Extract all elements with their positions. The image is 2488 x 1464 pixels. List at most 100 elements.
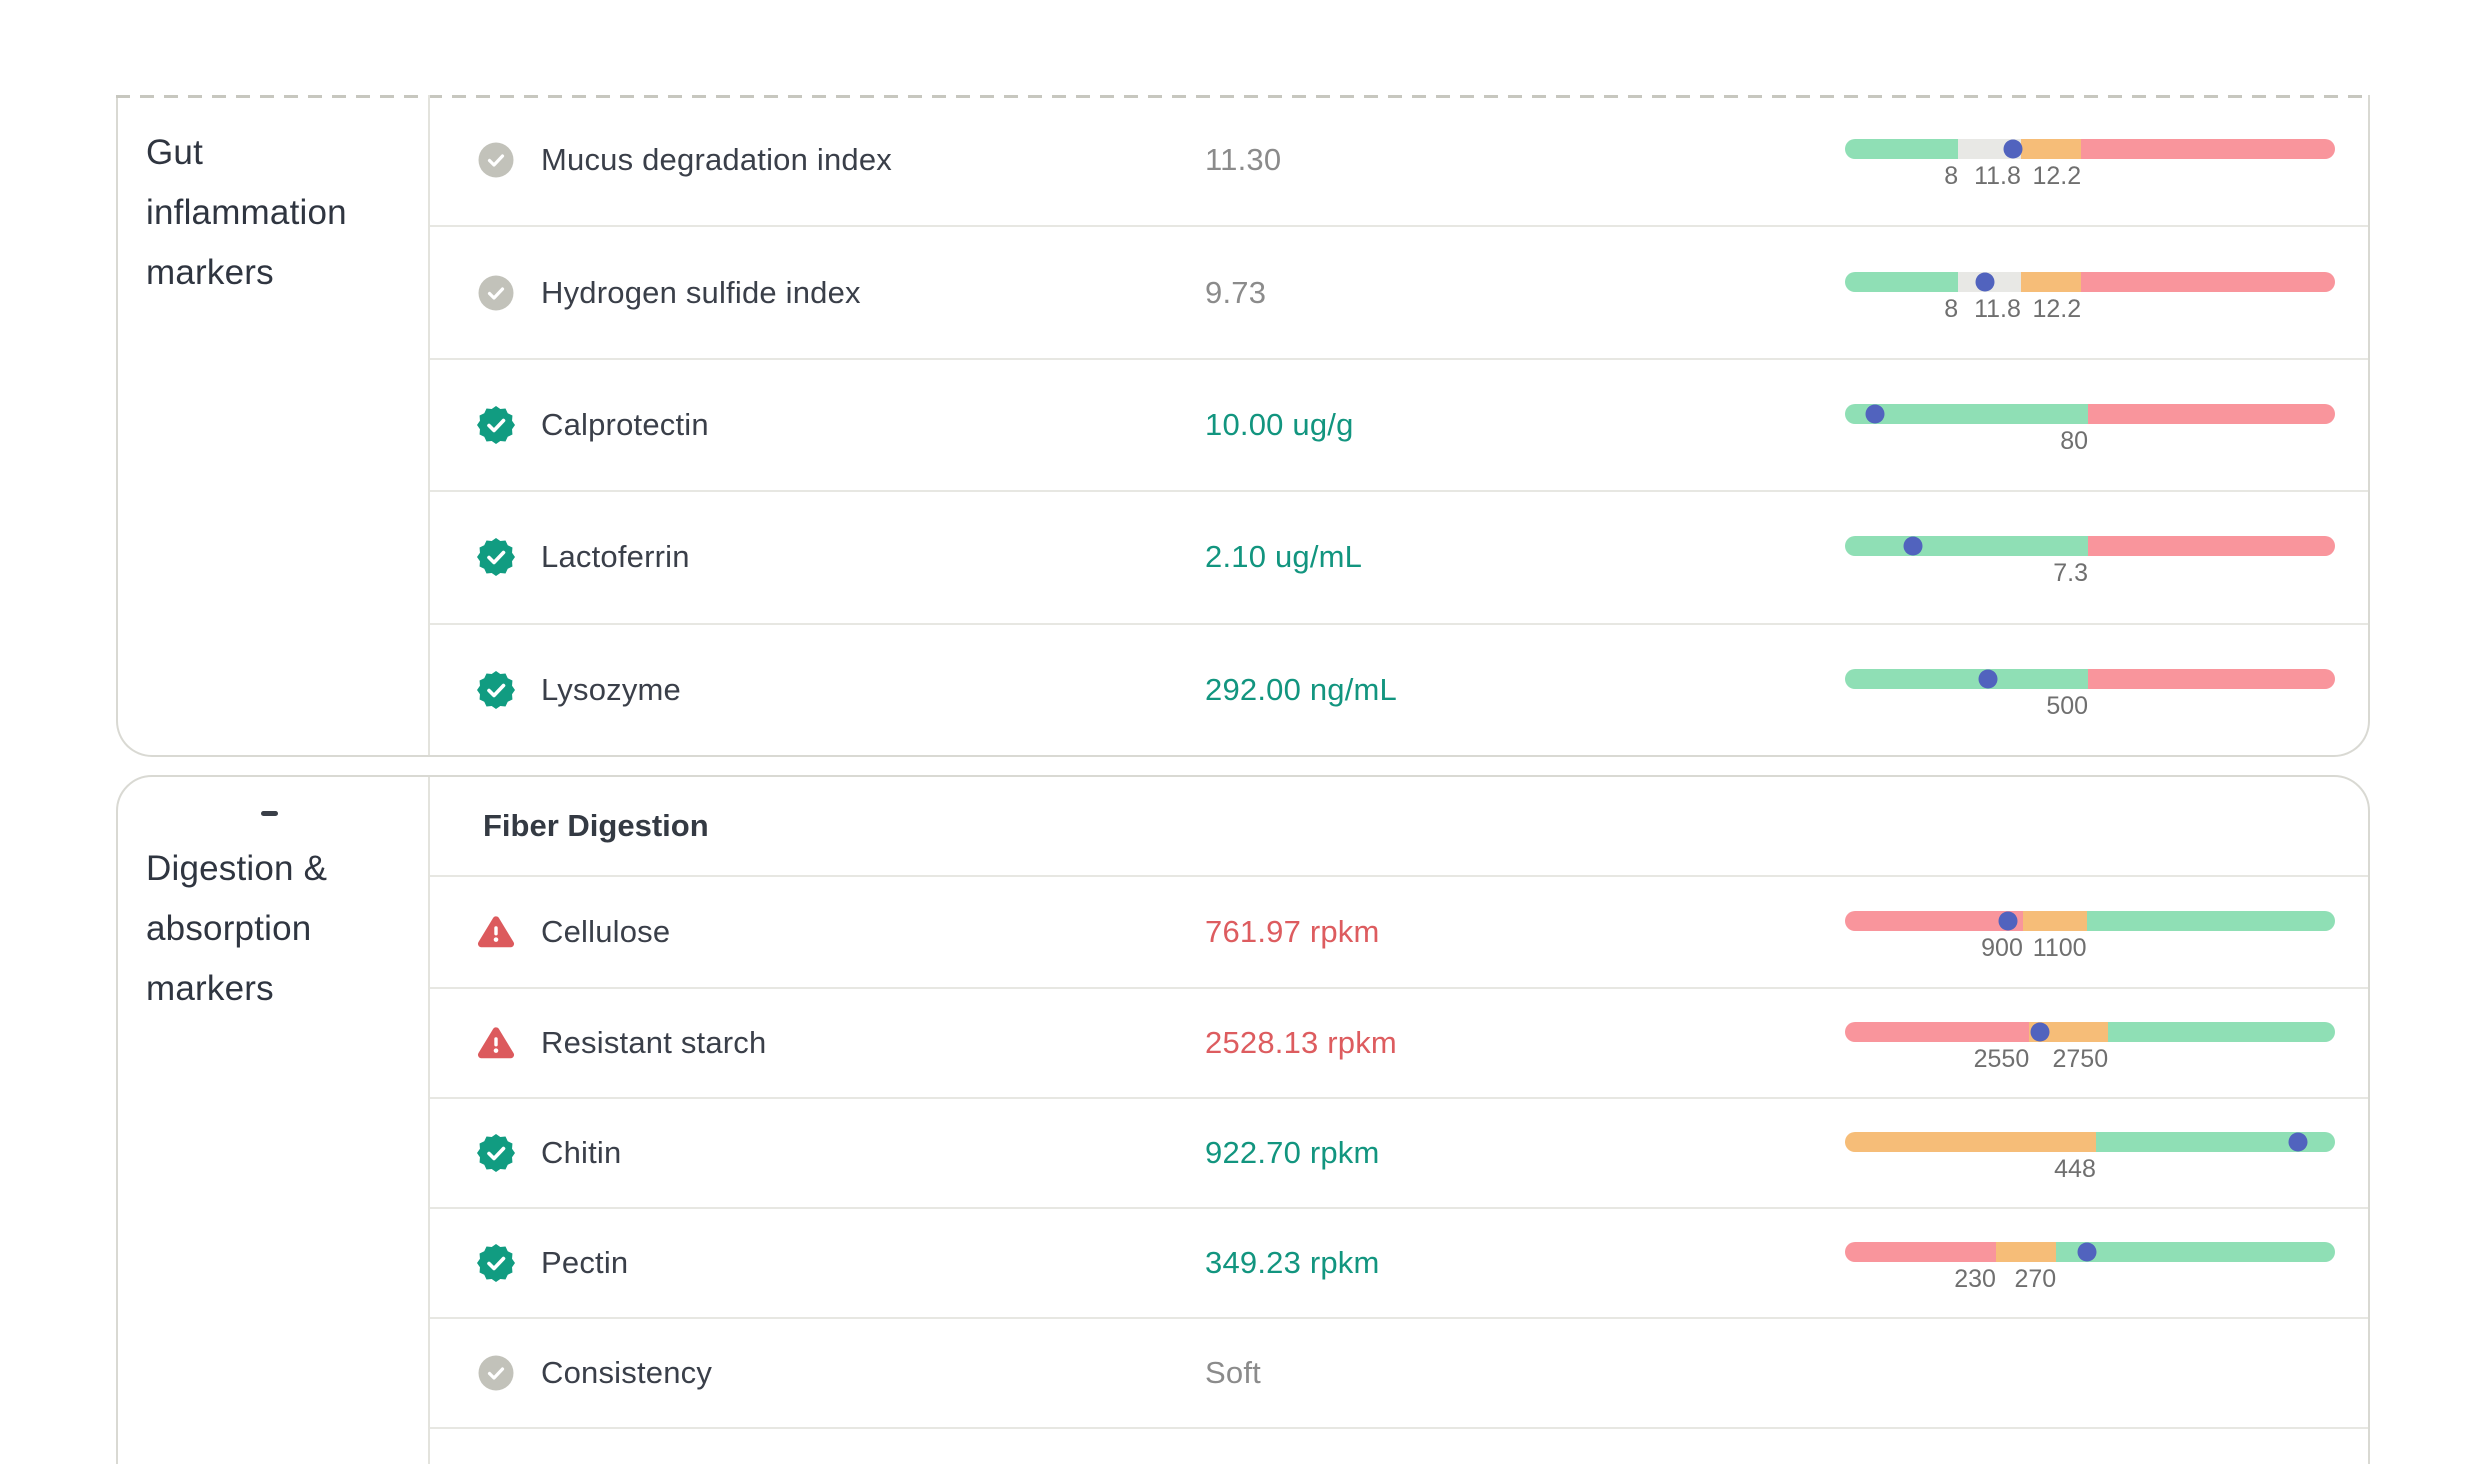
check-circle-icon [477,141,515,179]
range-tick-label: 12.2 [2032,162,2082,191]
range-segment [2081,271,2335,292]
range-segment [1845,1132,2096,1152]
marker-row[interactable]: Lysozyme 292.00 ng/mL 500 [430,622,2368,755]
reference-range-bar: 900 1100 [1845,911,2335,962]
marker-value: 11.30 [1205,142,1282,178]
marker-value: 922.70 rpkm [1205,1135,1380,1170]
marker-value: 10.00 ug/g [1205,407,1354,443]
result-dot [2030,1022,2050,1042]
marker-label: Mucus degradation index [541,142,892,178]
range-tick-label: 8 [1944,162,1959,191]
marker-row[interactable]: Consistency Soft [430,1317,2368,1427]
range-segment [1845,911,2023,931]
range-segment [2029,1022,2109,1042]
result-dot [2288,1132,2308,1152]
seal-check-icon [477,1244,515,1282]
range-tick-label: 1100 [2032,934,2087,962]
range-segment [2095,1132,2335,1152]
marker-row[interactable]: Chitin 922.70 rpkm 448 [430,1097,2368,1207]
range-tick-label: 500 [2046,691,2089,720]
range-tick-label: 11.8 [1974,294,2021,323]
range-tick-label: 900 [1981,934,2023,962]
result-dot [2003,139,2023,159]
range-segment [1845,536,2089,557]
result-dot [1998,911,2018,931]
result-dot [1975,272,1995,292]
range-tick-label: 230 [1954,1265,1996,1293]
reference-range-bar: 7.3 [1845,536,2335,587]
marker-value: 292.00 ng/mL [1205,671,1397,707]
check-circle-icon [477,274,515,312]
reference-range-bar: 230 270 [1845,1242,2335,1293]
marker-label: Resistant starch [541,1025,767,1060]
range-segment [1845,1022,2030,1042]
range-tick-label: 8 [1944,294,1959,323]
marker-label: Lysozyme [541,671,681,707]
marker-row[interactable]: Lactoferrin 2.10 ug/mL 7.3 [430,490,2368,622]
marker-label: Calprotectin [541,407,709,443]
range-tick-label: 2550 [1973,1045,2030,1073]
result-dot [1903,536,1923,556]
marker-label: Pectin [541,1245,629,1280]
range-segment [2020,271,2082,292]
range-segment [2088,404,2335,425]
range-segment [1845,668,2089,689]
range-tick-label: 80 [2060,427,2089,456]
marker-row[interactable]: Calprotectin 10.00 ug/g 80 [430,357,2368,490]
marker-row[interactable]: Cellulose 761.97 rpkm 900 1100 [430,877,2368,987]
marker-row[interactable]: Pectin 349.23 rpkm 230 270 [430,1207,2368,1317]
marker-value: 2.10 ug/mL [1205,539,1363,575]
check-circle-icon [477,1354,515,1392]
group-title-column: Gut inflammation markers [118,95,430,755]
marker-label: Hydrogen sulfide index [541,274,861,310]
group-title: Gut inflammation markers [146,133,347,292]
range-segment [1845,404,2089,425]
marker-row[interactable]: Hydrogen sulfide index 9.73 8 11.8 12.2 [430,225,2368,357]
seal-check-icon [477,538,515,577]
collapse-dash-icon[interactable] [261,811,278,816]
marker-row[interactable]: Resistant starch 2528.13 rpkm 2550 2750 [430,987,2368,1097]
reference-range-bar: 8 11.8 12.2 [1845,271,2335,323]
range-segment [2108,1022,2335,1042]
reference-range-bar: 2550 2750 [1845,1022,2335,1073]
range-tick-label: 7.3 [2053,559,2089,588]
reference-range-bar: 500 [1845,668,2335,720]
marker-row[interactable]: Mucus degradation index 11.30 8 11.8 12.2 [430,95,2368,225]
marker-value: 349.23 rpkm [1205,1245,1380,1280]
marker-label: Chitin [541,1135,622,1170]
range-segment [2088,668,2335,689]
group-title-column: Digestion & absorption markers [118,777,430,1464]
marker-label: Cellulose [541,914,671,949]
result-dot [1978,669,1998,689]
marker-rows: Mucus degradation index 11.30 8 11.8 12.2 Hy… [430,95,2368,755]
result-dot [1865,404,1885,424]
warning-triangle-icon [477,913,515,951]
reference-range-bar: 80 [1845,404,2335,455]
range-segment [2022,911,2087,931]
marker-rows: Fiber Digestion Cellulose 761.97 rpkm 900 1… [430,777,2368,1464]
range-segment [2056,1242,2335,1262]
range-tick-label: 12.2 [2032,294,2082,323]
seal-check-icon [477,406,515,445]
range-segment [1845,139,1959,160]
range-segment [2081,139,2335,160]
range-tick-label: 11.8 [1974,162,2021,191]
range-segment [1995,1242,2057,1262]
card-digestion-absorption-markers: Digestion & absorption markers Fiber Dig… [116,775,2370,1464]
range-segment [1845,1242,1996,1262]
marker-row [430,1427,2368,1464]
result-dot [2077,1242,2097,1262]
seal-check-icon [477,670,515,709]
marker-value: 9.73 [1205,274,1267,310]
card-gut-inflammation-markers: Gut inflammation markers Mucus degradati… [116,95,2370,757]
reference-range-bar: 8 11.8 12.2 [1845,139,2335,190]
group-title: Digestion & absorption markers [146,849,328,1008]
marker-label: Lactoferrin [541,539,690,575]
marker-value: 761.97 rpkm [1205,914,1380,949]
reference-range-bar: 448 [1845,1132,2335,1183]
range-tick-label: 2750 [2052,1045,2109,1073]
range-segment [2086,911,2335,931]
range-segment [1845,271,1959,292]
section-header-fiber-digestion: Fiber Digestion [430,777,2368,877]
